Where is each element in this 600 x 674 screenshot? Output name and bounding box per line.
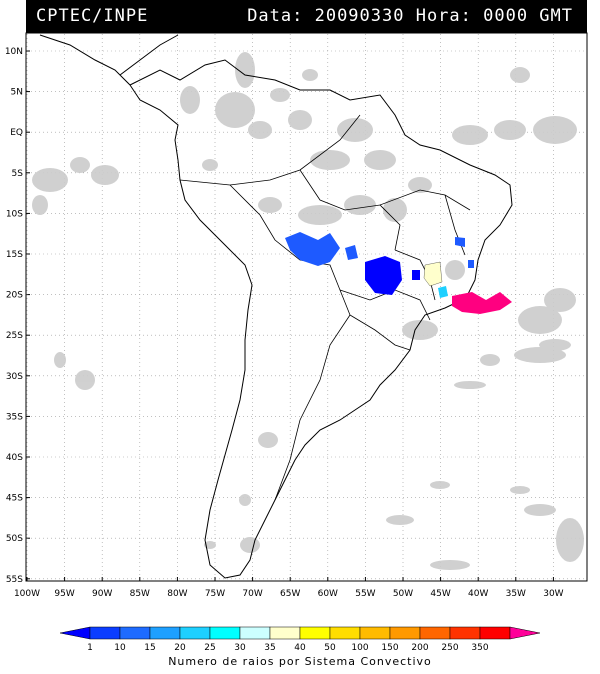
colorbar-tick-label: 1: [87, 643, 93, 653]
colorbar-tick-label: 50: [324, 643, 336, 653]
colorbar-swatch: [59, 626, 91, 640]
source-label: CPTEC/INPE: [36, 6, 149, 26]
lat-label: 15S: [6, 250, 23, 260]
colorbar-tick-label: 30: [234, 643, 246, 653]
colorbar-tick-label: 10: [114, 643, 126, 653]
lon-label: 90W: [92, 589, 112, 599]
colorbar-tick-label: 20: [174, 643, 186, 653]
colorbar-swatch: [329, 626, 361, 640]
lon-label: 85W: [130, 589, 150, 599]
colorbar-swatch: [179, 626, 211, 640]
datetime-label: Data: 20090330 Hora: 0000 GMT: [247, 6, 573, 26]
colorbar-swatch: [479, 626, 511, 640]
system-blue-ne2: [468, 260, 474, 268]
colorbar-swatch: [449, 626, 481, 640]
colorbar-swatch: [239, 626, 271, 640]
lat-label: 10N: [5, 47, 23, 57]
colorbar-swatch: [419, 626, 451, 640]
colorbar-swatch: [209, 626, 241, 640]
system-blue-west: [285, 232, 340, 266]
coastline: [129, 59, 513, 579]
cloud-cover: [32, 52, 584, 570]
colorbar-tick-label: 250: [441, 643, 458, 653]
lat-label: 25S: [6, 331, 23, 341]
system-darkblue2: [412, 270, 420, 280]
lat-label: 40S: [6, 453, 23, 463]
convective-systems: [285, 232, 512, 314]
system-cyan: [438, 286, 448, 298]
colorbar-swatch: [359, 626, 391, 640]
colorbar-swatch: [89, 626, 121, 640]
lon-label: 75W: [205, 589, 225, 599]
lat-label: 10S: [6, 209, 23, 219]
colorbar-swatch: [509, 626, 541, 640]
central-america: [39, 34, 179, 86]
lon-label: 70W: [242, 589, 262, 599]
system-darkblue: [365, 256, 402, 295]
colorbar-tick-label: 15: [144, 643, 155, 653]
colorbar-swatch: [389, 626, 421, 640]
colorbar-swatch: [119, 626, 151, 640]
system-blue-west2: [345, 245, 358, 260]
map-header: CPTEC/INPE Data: 20090330 Hora: 0000 GMT: [26, 0, 587, 33]
lat-label: 5N: [11, 88, 23, 98]
lon-label: 100W: [14, 589, 40, 599]
colorbar-tick-label: 35: [264, 643, 275, 653]
lat-label: 5S: [12, 169, 24, 179]
latitude-labels: 10N 5N EQ 5S 10S 15S 20S 25S 30S 35S 40S 45S 50S 55S: [5, 47, 23, 585]
longitude-labels: 100W 95W 90W 85W 80W 75W 70W 65W 60W 55W 50W 45W 40W…: [14, 589, 564, 599]
colorbar-tick-label: 25: [204, 643, 215, 653]
lon-label: 30W: [543, 589, 563, 599]
colorbar: 1 10 15 20 25 30 35 40 50 100 150 200 250 350: [59, 626, 541, 653]
colorbar-tick-label: 40: [294, 643, 306, 653]
colorbar-tick-label: 150: [381, 643, 398, 653]
system-blue-ne: [455, 237, 465, 247]
lon-label: 95W: [54, 589, 74, 599]
lat-label: EQ: [10, 128, 23, 138]
system-magenta: [452, 292, 512, 314]
colorbar-tick-label: 100: [351, 643, 368, 653]
lon-label: 45W: [430, 589, 450, 599]
lat-label: 50S: [6, 534, 23, 544]
lat-label: 45S: [6, 494, 23, 504]
lon-label: 55W: [355, 589, 375, 599]
colorbar-title: Numero de raios por Sistema Convectivo: [168, 655, 432, 668]
colorbar-tick-label: 200: [411, 643, 428, 653]
lat-label: 55S: [6, 575, 23, 585]
lat-label: 35S: [6, 412, 23, 422]
lon-label: 40W: [468, 589, 488, 599]
system-cream: [423, 261, 443, 287]
lon-label: 80W: [167, 589, 187, 599]
lat-label: 20S: [6, 291, 23, 301]
lat-label: 30S: [6, 372, 23, 382]
colorbar-tick-label: 350: [471, 643, 488, 653]
colorbar-swatch: [299, 626, 331, 640]
lon-label: 50W: [393, 589, 413, 599]
colorbar-swatch: [149, 626, 181, 640]
colorbar-swatch: [269, 626, 301, 640]
lon-label: 60W: [318, 589, 338, 599]
lon-label: 65W: [280, 589, 300, 599]
lon-label: 35W: [506, 589, 526, 599]
